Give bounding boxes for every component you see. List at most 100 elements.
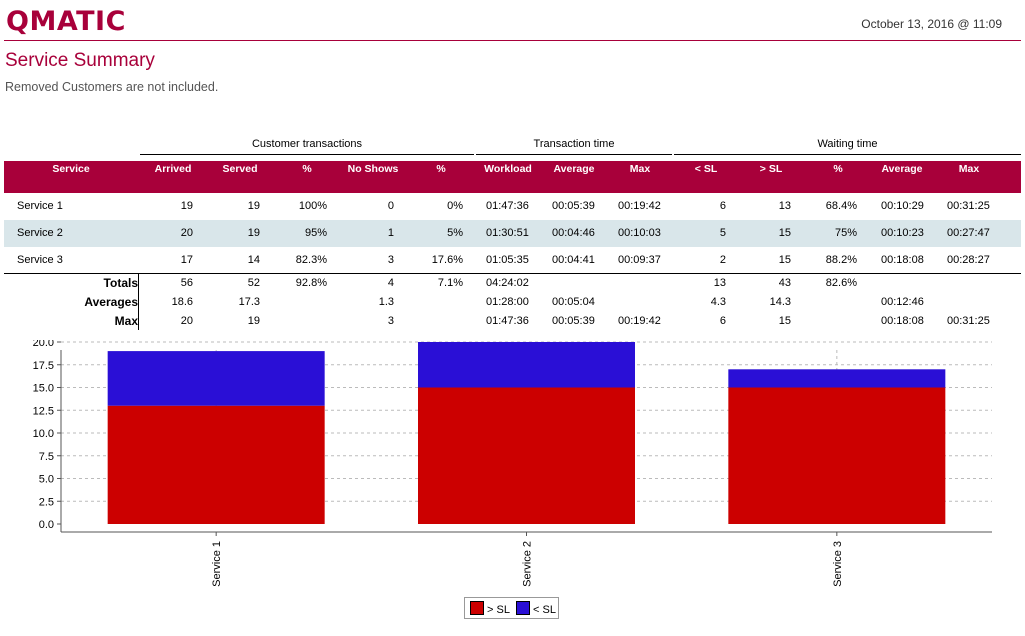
bar-above-sl-3[interactable] bbox=[728, 387, 946, 525]
table-cell: 00:10:03 bbox=[618, 227, 661, 239]
column-header-13[interactable]: Max bbox=[958, 163, 980, 175]
y-tick-label: 2.5 bbox=[39, 496, 54, 508]
summary-cell: 56 bbox=[180, 277, 193, 289]
column-header-12[interactable]: Average bbox=[881, 163, 923, 175]
table-cell: 01:05:35 bbox=[486, 254, 529, 266]
table-cell: 00:05:39 bbox=[552, 200, 595, 212]
summary-label: Totals bbox=[103, 276, 138, 290]
header-divider bbox=[4, 40, 1021, 41]
service-name-cell: Service 2 bbox=[17, 227, 63, 239]
summary-cell: 19 bbox=[247, 315, 260, 327]
table-cell: 17.6% bbox=[431, 254, 463, 266]
table-cell: 19 bbox=[247, 227, 260, 239]
column-header-6[interactable]: Workload bbox=[484, 163, 532, 175]
group-underline-waiting bbox=[674, 154, 1021, 155]
table-cell: 00:10:29 bbox=[881, 200, 924, 212]
group-underline-transaction bbox=[476, 154, 672, 155]
column-header-1[interactable]: Arrived bbox=[154, 163, 192, 175]
summary-cell: 1.3 bbox=[378, 296, 394, 308]
column-header-4[interactable]: No Shows bbox=[347, 163, 399, 175]
summary-cell: 13 bbox=[713, 277, 726, 289]
legend-item-below-sl: < SL bbox=[516, 601, 556, 616]
table-cell: 6 bbox=[719, 200, 726, 212]
summary-cell: 82.6% bbox=[825, 277, 857, 289]
table-cell: 75% bbox=[834, 227, 857, 239]
table-cell: 01:30:51 bbox=[486, 227, 529, 239]
report-datetime: October 13, 2016 @ 11:09 bbox=[861, 17, 1002, 31]
summary-cell: 92.8% bbox=[295, 277, 327, 289]
table-cell: 82.3% bbox=[295, 254, 327, 266]
summary-separator bbox=[138, 274, 139, 330]
table-cell: 5% bbox=[447, 227, 463, 239]
column-header-8[interactable]: Max bbox=[629, 163, 651, 175]
bar-below-sl-1[interactable] bbox=[107, 351, 325, 406]
table-cell: 00:04:46 bbox=[552, 227, 595, 239]
table-cell: 13 bbox=[778, 200, 791, 212]
legend-label-above-sl: > SL bbox=[487, 604, 510, 616]
summary-cell: 00:18:08 bbox=[881, 315, 924, 327]
table-cell: 00:04:41 bbox=[552, 254, 595, 266]
legend-swatch-above-sl bbox=[470, 601, 484, 615]
page-subtitle: Removed Customers are not included. bbox=[5, 80, 219, 94]
stacked-bar-chart: 0.0 2.5 5.0 7.5 10.0 12.5 15.0 17.5 20.0 Service … bbox=[33, 340, 992, 587]
table-cell: 0 bbox=[387, 200, 394, 212]
summary-cell: 17.3 bbox=[238, 296, 260, 308]
service-name-cell: Service 1 bbox=[17, 200, 63, 212]
table-divider bbox=[4, 273, 1021, 274]
column-header-3[interactable]: % bbox=[302, 163, 312, 175]
table-cell: 88.2% bbox=[825, 254, 857, 266]
legend-swatch-below-sl bbox=[516, 601, 530, 615]
column-header-2[interactable]: Served bbox=[222, 163, 258, 175]
legend-item-above-sl: > SL bbox=[470, 601, 510, 616]
column-header-5[interactable]: % bbox=[436, 163, 446, 175]
x-tick-label: Service 2 bbox=[522, 541, 534, 587]
y-tick-label: 20.0 bbox=[33, 340, 54, 349]
summary-cell: 43 bbox=[778, 277, 791, 289]
table-cell: 15 bbox=[778, 227, 791, 239]
summary-cell: 20 bbox=[180, 315, 193, 327]
bar-above-sl-1[interactable] bbox=[107, 405, 325, 524]
legend-label-below-sl: < SL bbox=[533, 604, 556, 616]
table-row[interactable] bbox=[4, 220, 1021, 247]
column-header-10[interactable]: > SL bbox=[759, 163, 783, 175]
summary-label: Averages bbox=[84, 295, 138, 309]
table-cell: 17 bbox=[180, 254, 193, 266]
bar-below-sl-2[interactable] bbox=[418, 342, 635, 388]
summary-cell: 15 bbox=[778, 315, 791, 327]
summary-cell: 14.3 bbox=[769, 296, 791, 308]
table-cell: 01:47:36 bbox=[486, 200, 529, 212]
table-row[interactable] bbox=[4, 193, 1021, 220]
table-cell: 3 bbox=[387, 254, 394, 266]
summary-cell: 00:31:25 bbox=[947, 315, 990, 327]
table-cell: 68.4% bbox=[825, 200, 857, 212]
column-header-11[interactable]: % bbox=[833, 163, 843, 175]
summary-cell: 01:47:36 bbox=[486, 315, 529, 327]
table-cell: 100% bbox=[298, 200, 327, 212]
qmatic-logo: QMATIC bbox=[6, 6, 126, 37]
table-cell: 00:10:23 bbox=[881, 227, 924, 239]
summary-cell: 52 bbox=[247, 277, 260, 289]
y-tick-label: 17.5 bbox=[33, 360, 54, 372]
y-tick-label: 5.0 bbox=[39, 474, 54, 486]
table-cell: 1 bbox=[387, 227, 394, 239]
table-cell: 0% bbox=[447, 200, 463, 212]
table-cell: 00:09:37 bbox=[618, 254, 661, 266]
y-tick-label: 15.0 bbox=[33, 383, 54, 395]
table-cell: 19 bbox=[247, 200, 260, 212]
bar-below-sl-3[interactable] bbox=[728, 369, 946, 388]
group-header-customer: Customer transactions bbox=[251, 138, 363, 150]
table-cell: 00:28:27 bbox=[947, 254, 990, 266]
summary-cell: 6 bbox=[719, 315, 726, 327]
table-row[interactable] bbox=[4, 247, 1021, 274]
column-header-9[interactable]: < SL bbox=[694, 163, 718, 175]
x-tick-label: Service 1 bbox=[211, 541, 223, 587]
x-tick-label: Service 3 bbox=[832, 541, 844, 587]
bar-above-sl-2[interactable] bbox=[418, 387, 635, 525]
group-header-waiting: Waiting time bbox=[817, 138, 878, 150]
column-header-0[interactable]: Service bbox=[52, 163, 90, 175]
y-tick-label: 7.5 bbox=[39, 451, 54, 463]
summary-cell: 4.3 bbox=[710, 296, 726, 308]
summary-cell: 00:19:42 bbox=[618, 315, 661, 327]
column-header-7[interactable]: Average bbox=[553, 163, 595, 175]
table-cell: 00:31:25 bbox=[947, 200, 990, 212]
